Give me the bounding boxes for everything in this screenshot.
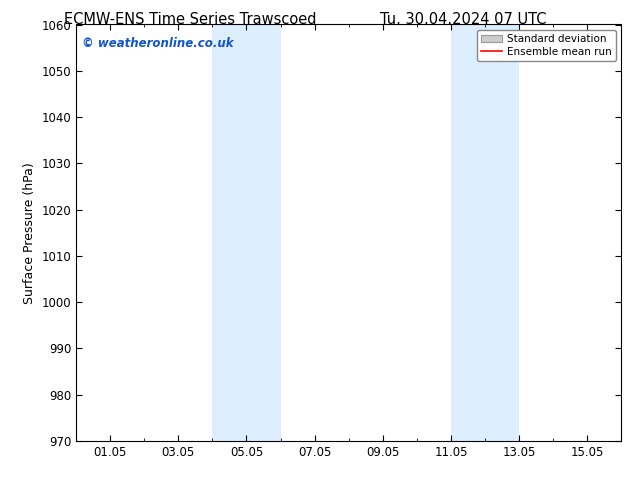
Bar [212, 24, 280, 441]
Bar [451, 24, 519, 441]
Legend: Standard deviation, Ensemble mean run: Standard deviation, Ensemble mean run [477, 30, 616, 61]
Text: ECMW-ENS Time Series Trawscoed: ECMW-ENS Time Series Trawscoed [64, 12, 316, 27]
Text: Tu. 30.04.2024 07 UTC: Tu. 30.04.2024 07 UTC [380, 12, 546, 27]
Y-axis label: Surface Pressure (hPa): Surface Pressure (hPa) [23, 162, 36, 304]
Text: © weatheronline.co.uk: © weatheronline.co.uk [82, 37, 233, 50]
